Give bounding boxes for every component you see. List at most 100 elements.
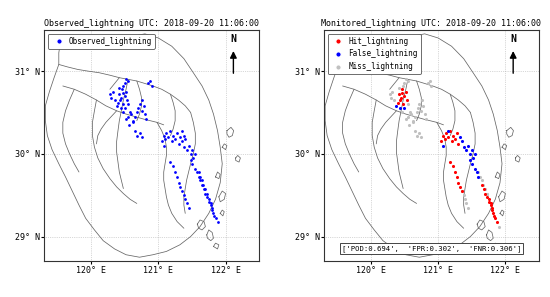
Point bbox=[138, 98, 147, 102]
Point bbox=[186, 151, 195, 156]
Point bbox=[402, 98, 411, 102]
Point bbox=[466, 151, 475, 156]
Point bbox=[479, 183, 488, 188]
Point bbox=[484, 199, 493, 204]
Point bbox=[210, 214, 218, 218]
Point bbox=[160, 143, 168, 148]
Point bbox=[167, 139, 176, 144]
Point bbox=[142, 117, 151, 121]
Point bbox=[386, 92, 394, 97]
Point bbox=[404, 114, 412, 119]
Point bbox=[196, 178, 205, 183]
Point bbox=[393, 100, 402, 105]
Point bbox=[471, 166, 480, 171]
Point bbox=[122, 117, 130, 121]
Text: N: N bbox=[230, 34, 236, 44]
Point bbox=[139, 103, 148, 108]
Point bbox=[422, 117, 431, 121]
Point bbox=[206, 201, 215, 206]
Point bbox=[118, 87, 127, 92]
Point bbox=[135, 102, 144, 107]
Point bbox=[122, 98, 131, 102]
Point bbox=[129, 120, 138, 125]
Point bbox=[427, 83, 436, 88]
Point bbox=[162, 131, 171, 135]
Point bbox=[179, 145, 188, 150]
Point bbox=[459, 145, 468, 150]
Point bbox=[178, 139, 186, 144]
Point bbox=[174, 141, 183, 146]
Point bbox=[124, 79, 133, 83]
Point bbox=[477, 178, 486, 183]
Point bbox=[124, 102, 133, 107]
Point bbox=[439, 143, 448, 148]
Point bbox=[400, 106, 409, 111]
Point bbox=[415, 131, 424, 135]
Point bbox=[390, 98, 399, 102]
Point bbox=[107, 95, 116, 100]
Point bbox=[487, 208, 496, 212]
Point bbox=[124, 114, 133, 119]
Point bbox=[201, 191, 210, 196]
Point bbox=[119, 83, 128, 88]
Point bbox=[205, 199, 213, 204]
Point bbox=[410, 128, 419, 133]
Point bbox=[120, 81, 129, 86]
Point bbox=[482, 191, 491, 196]
Point bbox=[209, 211, 218, 216]
Point bbox=[118, 110, 127, 115]
Point bbox=[117, 95, 126, 100]
Point bbox=[439, 133, 448, 138]
Point bbox=[202, 195, 211, 199]
Point bbox=[400, 94, 409, 98]
Point bbox=[412, 110, 421, 115]
Point bbox=[407, 112, 416, 116]
Legend: Observed_lightning: Observed_lightning bbox=[48, 34, 155, 49]
Point bbox=[196, 175, 205, 179]
Point bbox=[474, 170, 483, 174]
Point bbox=[112, 103, 121, 108]
Point bbox=[146, 79, 155, 83]
Point bbox=[170, 137, 179, 141]
Point bbox=[182, 147, 191, 152]
Point bbox=[475, 175, 484, 179]
Point bbox=[191, 166, 200, 171]
Point bbox=[388, 89, 397, 94]
Point bbox=[175, 184, 184, 189]
Point bbox=[414, 106, 422, 111]
Point bbox=[170, 170, 179, 174]
Point bbox=[457, 139, 466, 144]
Point bbox=[395, 92, 404, 97]
Point bbox=[448, 164, 457, 169]
Point bbox=[205, 197, 213, 202]
Point bbox=[213, 219, 222, 224]
Point bbox=[120, 94, 129, 98]
Point bbox=[134, 106, 142, 111]
Point bbox=[130, 128, 139, 133]
Point bbox=[398, 87, 406, 92]
Point bbox=[186, 158, 195, 163]
Point bbox=[417, 135, 426, 140]
Point bbox=[462, 147, 471, 152]
Point bbox=[486, 203, 495, 208]
Point bbox=[169, 133, 178, 138]
Point bbox=[178, 128, 186, 133]
Point bbox=[424, 81, 432, 86]
Point bbox=[459, 193, 468, 198]
Point bbox=[175, 135, 184, 140]
Point bbox=[115, 85, 124, 90]
Point bbox=[405, 122, 414, 127]
Point bbox=[166, 128, 175, 133]
Point bbox=[194, 175, 203, 179]
Point bbox=[482, 195, 491, 199]
Point bbox=[395, 98, 404, 102]
Point bbox=[188, 161, 196, 166]
Point bbox=[484, 197, 493, 202]
Point bbox=[468, 147, 476, 152]
Point bbox=[137, 108, 146, 113]
Text: ['POD:0.694',  'FPR:0.302',  'FNR:0.306']: ['POD:0.694', 'FPR:0.302', 'FNR:0.306'] bbox=[342, 245, 521, 252]
Point bbox=[404, 79, 412, 83]
Point bbox=[206, 203, 215, 208]
Point bbox=[457, 189, 466, 193]
Point bbox=[118, 90, 127, 95]
